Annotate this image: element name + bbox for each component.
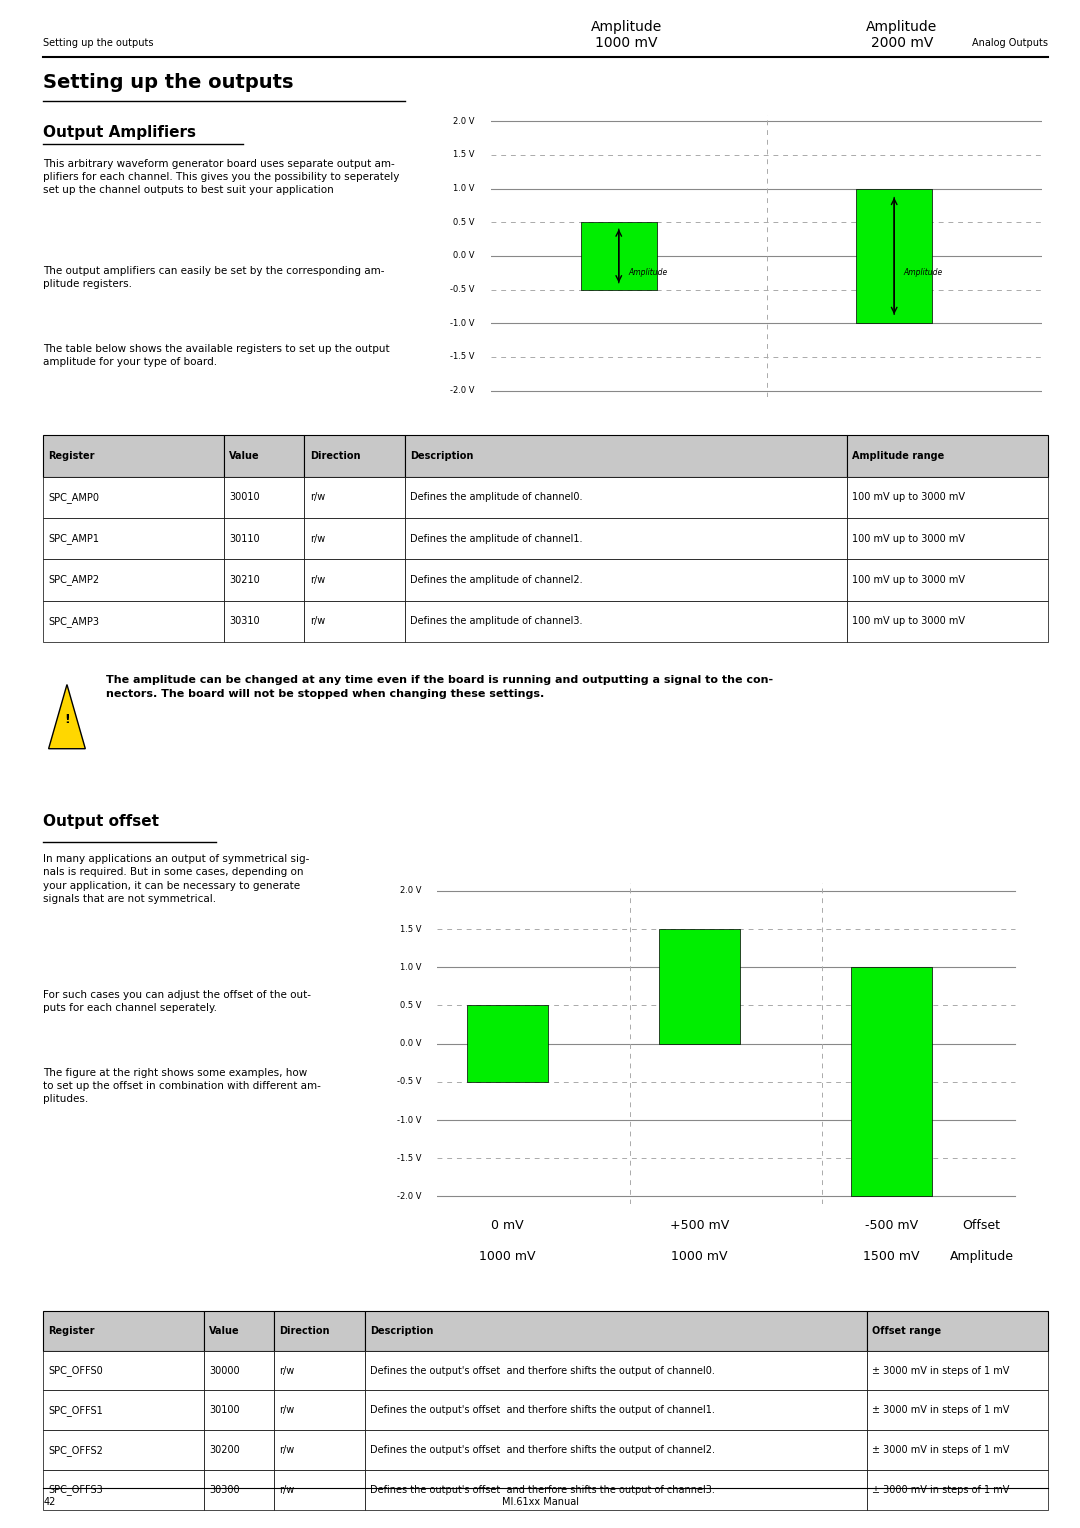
Text: ± 3000 mV in steps of 1 mV: ± 3000 mV in steps of 1 mV: [873, 1485, 1010, 1494]
Text: For such cases you can adjust the offset of the out-
puts for each channel seper: For such cases you can adjust the offset…: [43, 990, 311, 1013]
Text: Defines the output's offset  and therfore shifts the output of channel2.: Defines the output's offset and therfore…: [370, 1445, 715, 1455]
Text: Description: Description: [370, 1326, 433, 1335]
Text: -0.5 V: -0.5 V: [396, 1077, 421, 1086]
Text: 0.0 V: 0.0 V: [454, 252, 475, 260]
Text: Output Amplifiers: Output Amplifiers: [43, 125, 197, 141]
Text: Amplitude
2000 mV: Amplitude 2000 mV: [866, 20, 937, 50]
Text: 1.5 V: 1.5 V: [454, 150, 475, 159]
Text: ± 3000 mV in steps of 1 mV: ± 3000 mV in steps of 1 mV: [873, 1445, 1010, 1455]
Text: r/w: r/w: [310, 575, 325, 585]
Text: 30100: 30100: [210, 1406, 240, 1415]
Text: SPC_AMP3: SPC_AMP3: [49, 616, 99, 626]
Text: This arbitrary waveform generator board uses separate output am-
plifiers for ea: This arbitrary waveform generator board …: [43, 159, 400, 196]
Text: Amplitude: Amplitude: [904, 267, 943, 277]
Text: Defines the amplitude of channel2.: Defines the amplitude of channel2.: [410, 575, 583, 585]
Text: 2.0 V: 2.0 V: [400, 886, 421, 895]
Text: 30310: 30310: [229, 616, 260, 626]
Text: 100 mV up to 3000 mV: 100 mV up to 3000 mV: [852, 492, 966, 503]
Text: SPC_AMP2: SPC_AMP2: [49, 575, 99, 585]
Text: r/w: r/w: [310, 533, 325, 544]
Text: Defines the amplitude of channel3.: Defines the amplitude of channel3.: [410, 616, 583, 626]
Text: Defines the output's offset  and therfore shifts the output of channel3.: Defines the output's offset and therfore…: [370, 1485, 715, 1494]
Text: 0.5 V: 0.5 V: [454, 219, 475, 226]
Text: 100 mV up to 3000 mV: 100 mV up to 3000 mV: [852, 616, 966, 626]
Text: r/w: r/w: [280, 1366, 295, 1375]
Text: !: !: [64, 714, 70, 726]
Text: 30010: 30010: [229, 492, 260, 503]
Text: 1.0 V: 1.0 V: [400, 963, 421, 972]
Text: -500 mV: -500 mV: [865, 1219, 918, 1233]
Text: Defines the amplitude of channel0.: Defines the amplitude of channel0.: [410, 492, 583, 503]
Text: Amplitude: Amplitude: [629, 267, 667, 277]
Text: The figure at the right shows some examples, how
to set up the offset in combina: The figure at the right shows some examp…: [43, 1068, 321, 1105]
Text: +500 mV: +500 mV: [670, 1219, 729, 1233]
Text: 2.0 V: 2.0 V: [454, 116, 475, 125]
Text: ± 3000 mV in steps of 1 mV: ± 3000 mV in steps of 1 mV: [873, 1366, 1010, 1375]
Text: Description: Description: [410, 451, 473, 461]
Text: 30110: 30110: [229, 533, 260, 544]
Text: 1.5 V: 1.5 V: [400, 924, 421, 934]
Text: ± 3000 mV in steps of 1 mV: ± 3000 mV in steps of 1 mV: [873, 1406, 1010, 1415]
Text: -1.0 V: -1.0 V: [450, 319, 475, 327]
Text: -1.5 V: -1.5 V: [450, 353, 475, 362]
Text: In many applications an output of symmetrical sig-
nals is required. But in some: In many applications an output of symmet…: [43, 854, 310, 903]
Text: r/w: r/w: [280, 1406, 295, 1415]
Text: 0.5 V: 0.5 V: [400, 1001, 421, 1010]
Text: 1500 mV: 1500 mV: [863, 1250, 920, 1264]
Text: Amplitude range: Amplitude range: [852, 451, 944, 461]
Text: 30300: 30300: [210, 1485, 240, 1494]
Text: Defines the output's offset  and therfore shifts the output of channel0.: Defines the output's offset and therfore…: [370, 1366, 715, 1375]
Text: Value: Value: [229, 451, 260, 461]
Text: SPC_AMP1: SPC_AMP1: [49, 533, 99, 544]
Text: r/w: r/w: [310, 616, 325, 626]
Text: Offset: Offset: [962, 1219, 1001, 1233]
Text: -2.0 V: -2.0 V: [450, 387, 475, 396]
Text: Output offset: Output offset: [43, 814, 159, 830]
Text: 30000: 30000: [210, 1366, 240, 1375]
Text: MI.61xx Manual: MI.61xx Manual: [501, 1497, 579, 1508]
Text: r/w: r/w: [280, 1485, 295, 1494]
Text: 100 mV up to 3000 mV: 100 mV up to 3000 mV: [852, 575, 966, 585]
Text: Offset range: Offset range: [873, 1326, 942, 1335]
Text: SPC_OFFS1: SPC_OFFS1: [49, 1404, 104, 1416]
Text: Defines the output's offset  and therfore shifts the output of channel1.: Defines the output's offset and therfore…: [370, 1406, 715, 1415]
Text: 100 mV up to 3000 mV: 100 mV up to 3000 mV: [852, 533, 966, 544]
Text: Defines the amplitude of channel1.: Defines the amplitude of channel1.: [410, 533, 583, 544]
Text: SPC_OFFS2: SPC_OFFS2: [49, 1444, 104, 1456]
Text: Amplitude
1000 mV: Amplitude 1000 mV: [591, 20, 662, 50]
Text: SPC_AMP0: SPC_AMP0: [49, 492, 99, 503]
Text: 1000 mV: 1000 mV: [672, 1250, 728, 1264]
Text: Analog Outputs: Analog Outputs: [972, 38, 1048, 49]
Text: Register: Register: [49, 1326, 95, 1335]
Text: 30210: 30210: [229, 575, 260, 585]
Text: Direction: Direction: [280, 1326, 330, 1335]
Text: -1.5 V: -1.5 V: [396, 1154, 421, 1163]
Text: 0.0 V: 0.0 V: [400, 1039, 421, 1048]
Text: -1.0 V: -1.0 V: [396, 1115, 421, 1125]
Text: Amplitude: Amplitude: [949, 1250, 1014, 1264]
Text: SPC_OFFS3: SPC_OFFS3: [49, 1484, 104, 1496]
Text: The amplitude can be changed at any time even if the board is running and output: The amplitude can be changed at any time…: [106, 675, 773, 700]
Text: Register: Register: [49, 451, 95, 461]
Text: 0 mV: 0 mV: [491, 1219, 524, 1233]
Text: SPC_OFFS0: SPC_OFFS0: [49, 1365, 104, 1377]
Text: -2.0 V: -2.0 V: [396, 1192, 421, 1201]
Text: r/w: r/w: [310, 492, 325, 503]
Text: -0.5 V: -0.5 V: [450, 286, 475, 293]
Text: 1000 mV: 1000 mV: [480, 1250, 536, 1264]
Text: Setting up the outputs: Setting up the outputs: [43, 73, 294, 92]
Text: r/w: r/w: [280, 1445, 295, 1455]
Text: Setting up the outputs: Setting up the outputs: [43, 38, 153, 49]
Text: 42: 42: [43, 1497, 55, 1508]
Text: 30200: 30200: [210, 1445, 240, 1455]
Text: The output amplifiers can easily be set by the corresponding am-
plitude registe: The output amplifiers can easily be set …: [43, 266, 384, 289]
Text: The table below shows the available registers to set up the output
amplitude for: The table below shows the available regi…: [43, 344, 390, 367]
Text: Value: Value: [210, 1326, 240, 1335]
Text: Direction: Direction: [310, 451, 361, 461]
Text: 1.0 V: 1.0 V: [454, 185, 475, 193]
